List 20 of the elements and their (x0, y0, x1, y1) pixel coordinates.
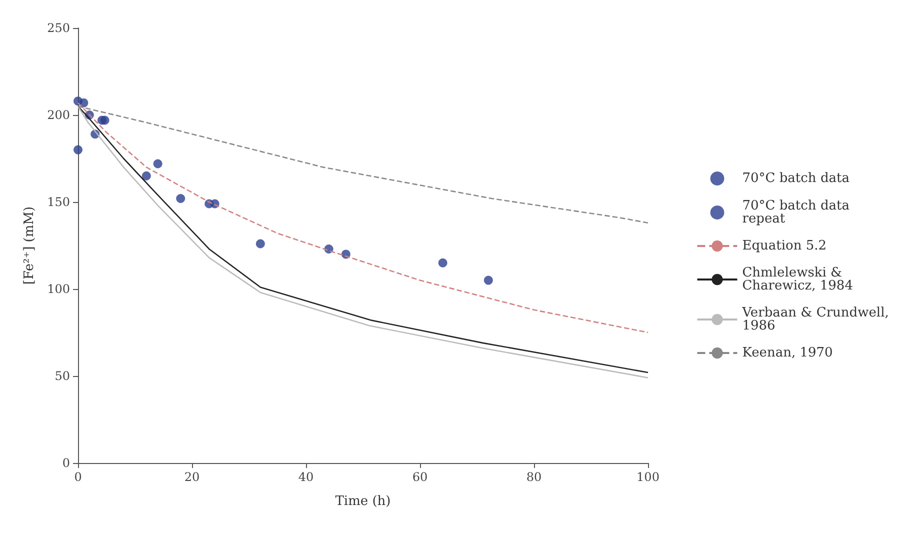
legend-label: 70°C batch data repeat (742, 198, 854, 226)
x-tick-label: 20 (184, 470, 200, 484)
x-tick-label: 40 (298, 470, 314, 484)
y-tick-label: 0 (62, 456, 70, 470)
x-tick-label: 80 (526, 470, 542, 484)
x-tick-label: 60 (412, 470, 428, 484)
legend-label: Equation 5.2 (742, 238, 827, 254)
y-tick-label: 250 (47, 21, 70, 35)
legend-label: Chmlelewski & Charewicz, 1984 (742, 266, 853, 294)
legend-label: Keenan, 1970 (742, 346, 833, 360)
x-axis-title: Time (h) (335, 494, 391, 509)
y-tick-label: 50 (54, 369, 70, 383)
legend-label: 70°C batch data (742, 171, 850, 186)
y-tick-label: 100 (47, 282, 70, 296)
y-tick-label: 200 (47, 108, 70, 122)
legend-label: Verbaan & Crundwell, 1986 (741, 306, 893, 334)
x-tick-label: 0 (74, 470, 82, 484)
y-axis-title: [Fe²⁺] (mM) (22, 206, 38, 285)
y-tick-label: 150 (47, 195, 70, 209)
x-tick-label: 100 (636, 470, 660, 484)
